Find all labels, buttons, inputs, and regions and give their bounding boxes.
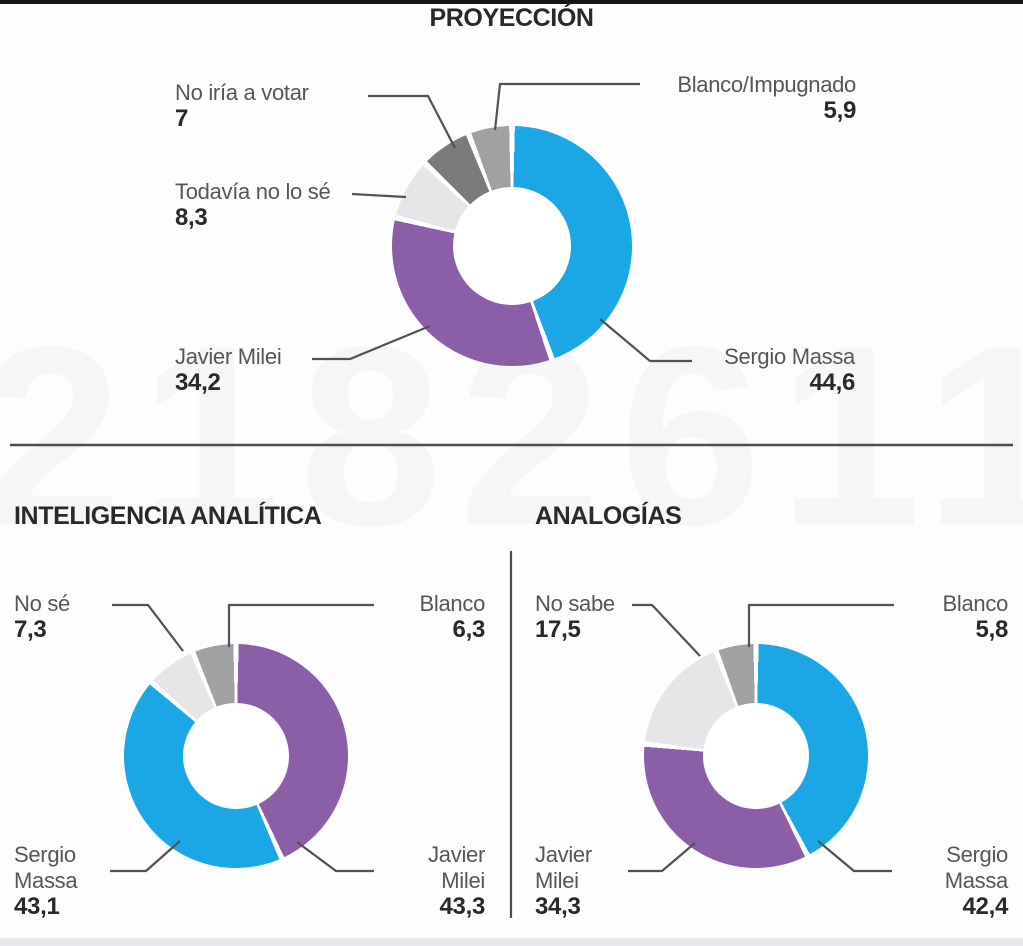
callout-no-sabe: No sabe 17,5 bbox=[535, 591, 655, 643]
callout-label: Javier Milei bbox=[175, 344, 282, 369]
callout-javier-milei-analogias: Javier Milei 34,3 bbox=[535, 842, 630, 920]
callout-label: Javier Milei bbox=[428, 842, 485, 893]
donut-hole bbox=[183, 703, 289, 809]
leader-line-no-iria bbox=[368, 94, 456, 149]
donut-hole bbox=[703, 703, 809, 809]
callout-label: Javier Milei bbox=[535, 842, 592, 893]
callout-value: 34,3 bbox=[535, 893, 581, 920]
top-edge-bar bbox=[0, 0, 1023, 4]
callout-sergio-massa-analogias: Sergio Massa 42,4 bbox=[913, 842, 1009, 920]
callout-value: 5,9 bbox=[823, 97, 857, 124]
callout-sergio-massa-proyeccion: Sergio Massa 44,6 bbox=[695, 344, 855, 396]
callout-label: Todavía no lo sé bbox=[175, 179, 331, 204]
callout-value: 43,1 bbox=[14, 893, 60, 920]
chart-title-proyeccion: PROYECCIÓN bbox=[429, 4, 594, 32]
callout-label: Blanco bbox=[942, 591, 1009, 616]
leader-line-javier-analogias bbox=[628, 842, 696, 873]
bottom-edge-strip bbox=[0, 938, 1023, 946]
callout-label: Blanco/Impugnado bbox=[677, 72, 856, 97]
chart-title-analogias: ANALOGÍAS bbox=[535, 502, 682, 530]
callout-label: No sé bbox=[14, 591, 70, 616]
callout-blanco-ia: Blanco 6,3 bbox=[395, 591, 486, 643]
callout-sergio-massa-ia: Sergio Massa 43,1 bbox=[14, 842, 109, 920]
callout-value: 6,3 bbox=[452, 616, 486, 643]
callout-label: Sergio Massa bbox=[14, 842, 78, 893]
callout-value: 8,3 bbox=[175, 204, 208, 231]
callout-no-se: No sé 7,3 bbox=[14, 591, 124, 643]
leader-line-blanco-analogias bbox=[747, 603, 894, 647]
leader-line-sergio-proyeccion bbox=[599, 318, 692, 363]
chart-title-inteligencia-analitica: INTELIGENCIA ANALÍTICA bbox=[14, 502, 322, 530]
callout-value: 7 bbox=[175, 105, 189, 132]
leader-line-sergio-analogias bbox=[817, 840, 892, 873]
callout-label: Blanco bbox=[419, 591, 486, 616]
leader-line-blanco-ia bbox=[227, 603, 374, 647]
donut-chart-analogias bbox=[644, 644, 868, 868]
callout-value: 17,5 bbox=[535, 616, 581, 643]
callout-value: 5,8 bbox=[975, 616, 1009, 643]
callout-javier-milei-proyeccion: Javier Milei 34,2 bbox=[175, 344, 335, 396]
callout-blanco-impugnado: Blanco/Impugnado 5,9 bbox=[640, 72, 856, 124]
callout-label: No sabe bbox=[535, 591, 615, 616]
donut-chart-proyeccion bbox=[392, 126, 632, 366]
donut-hole bbox=[453, 187, 571, 305]
leader-line-javier-ia bbox=[296, 841, 374, 873]
callout-value: 42,4 bbox=[962, 893, 1008, 920]
donut-chart-inteligencia-analitica bbox=[124, 644, 348, 868]
callout-no-iria-a-votar: No iría a votar 7 bbox=[175, 80, 375, 132]
callout-label: No iría a votar bbox=[175, 80, 309, 105]
callout-todavia-no-lo-se: Todavía no lo sé 8,3 bbox=[175, 179, 385, 231]
callout-value: 7,3 bbox=[14, 616, 47, 643]
leader-line-blanco-impugnado bbox=[493, 82, 640, 131]
callout-blanco-analogias: Blanco 5,8 bbox=[918, 591, 1009, 643]
callout-label: Sergio Massa bbox=[724, 344, 855, 369]
callout-value: 44,6 bbox=[809, 369, 855, 396]
callout-value: 43,3 bbox=[439, 893, 485, 920]
callout-javier-milei-ia: Javier Milei 43,3 bbox=[395, 842, 485, 920]
callout-value: 34,2 bbox=[175, 369, 221, 396]
callout-label: Sergio Massa bbox=[944, 842, 1009, 893]
